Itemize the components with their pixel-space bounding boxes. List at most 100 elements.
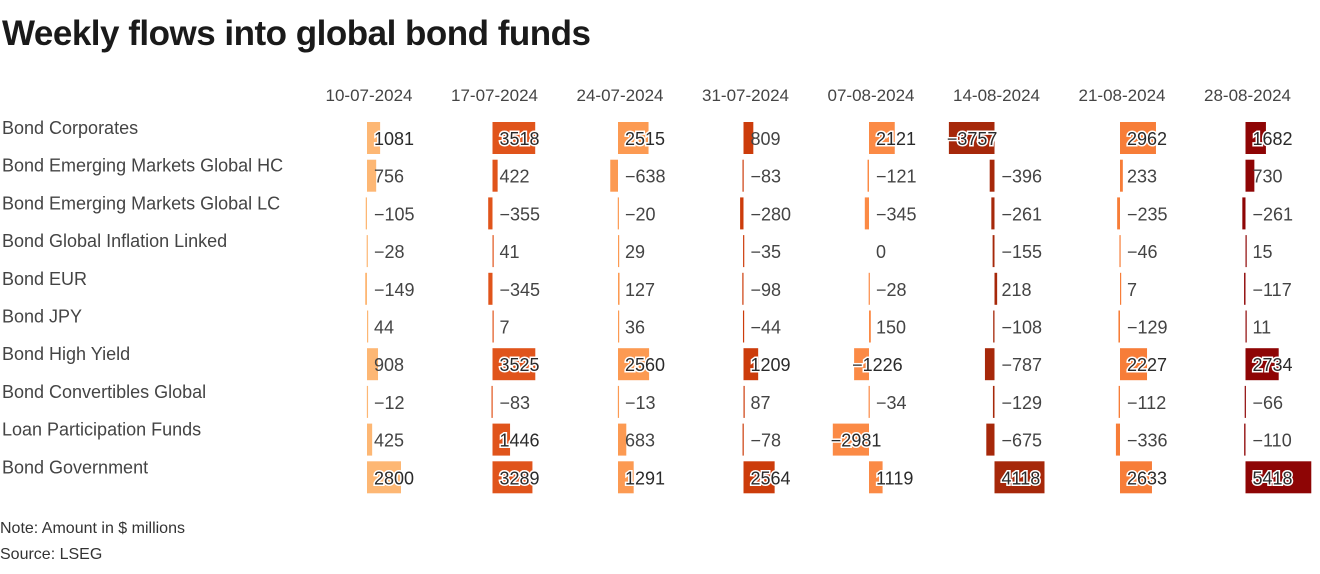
bar bbox=[869, 122, 895, 154]
bar bbox=[1119, 235, 1121, 268]
row-label: Bond Government bbox=[2, 457, 148, 477]
value-label: 2121 bbox=[876, 129, 916, 149]
bar bbox=[1115, 423, 1120, 456]
chart-note: Note: Amount in $ millions bbox=[0, 520, 185, 537]
value-label: −20 bbox=[625, 204, 656, 224]
row-label: Bond Emerging Markets Global LC bbox=[2, 193, 280, 213]
value-label: 7 bbox=[500, 318, 510, 338]
row-label: Bond Convertibles Global bbox=[2, 382, 206, 402]
value-label: 1291 bbox=[625, 468, 665, 488]
bar bbox=[986, 423, 995, 456]
value-label: 2962 bbox=[1127, 129, 1167, 149]
bar bbox=[367, 423, 373, 456]
bar bbox=[740, 197, 744, 230]
bars bbox=[365, 122, 1312, 494]
value-label: 2564 bbox=[751, 468, 791, 488]
bar bbox=[492, 348, 536, 381]
bar bbox=[1245, 235, 1247, 268]
column-header: 17-07-2024 bbox=[451, 86, 538, 105]
column-headers: 10-07-2024 17-07-2024 24-07-2024 31-07-2024… bbox=[326, 86, 1291, 105]
value-label: 2560 bbox=[625, 355, 665, 375]
value-label: −35 bbox=[751, 242, 782, 262]
value-label: 218 bbox=[1002, 280, 1032, 300]
value-label: −121 bbox=[876, 167, 917, 187]
value-label: 36 bbox=[625, 318, 645, 338]
bar bbox=[618, 310, 620, 343]
value-label: 44 bbox=[374, 318, 394, 338]
value-label: 1081 bbox=[374, 129, 414, 149]
bar bbox=[868, 385, 870, 418]
bar bbox=[994, 272, 998, 305]
bar bbox=[367, 461, 401, 494]
bar bbox=[742, 272, 744, 305]
bar bbox=[617, 197, 619, 230]
value-label: −2981 bbox=[831, 431, 882, 451]
value-label: −83 bbox=[751, 167, 782, 187]
bar bbox=[743, 461, 775, 494]
row-label: Bond Emerging Markets Global HC bbox=[2, 156, 283, 176]
bar bbox=[367, 159, 377, 192]
bar bbox=[1118, 310, 1120, 343]
value-label: 2734 bbox=[1253, 355, 1293, 375]
column-header: 07-08-2024 bbox=[828, 86, 915, 105]
value-label: 3518 bbox=[500, 129, 540, 149]
bar bbox=[742, 423, 744, 456]
bar bbox=[492, 122, 536, 154]
value-label: −12 bbox=[374, 393, 405, 413]
value-label: −345 bbox=[500, 280, 541, 300]
bar bbox=[488, 272, 493, 305]
row-label: Bond JPY bbox=[2, 307, 82, 327]
value-label: 5418 bbox=[1253, 468, 1293, 488]
bar bbox=[491, 385, 493, 418]
value-label: 1682 bbox=[1253, 129, 1293, 149]
bar bbox=[743, 235, 745, 268]
bar bbox=[492, 461, 533, 494]
value-label: −149 bbox=[374, 280, 415, 300]
value-label: 150 bbox=[876, 318, 906, 338]
bar bbox=[984, 348, 995, 381]
value-label: 41 bbox=[500, 242, 520, 262]
bar bbox=[492, 235, 494, 268]
value-label: 0 bbox=[876, 242, 886, 262]
value-label: −235 bbox=[1127, 204, 1168, 224]
bar bbox=[868, 272, 870, 305]
value-label: −13 bbox=[625, 393, 656, 413]
value-label: 756 bbox=[374, 167, 404, 187]
bar bbox=[366, 235, 368, 268]
row-labels: Bond Corporates Bond Emerging Markets Glo… bbox=[2, 118, 283, 477]
bar bbox=[743, 385, 745, 418]
value-label: −110 bbox=[1253, 431, 1292, 451]
value-label: 1209 bbox=[751, 355, 791, 375]
row-label: Bond Global Inflation Linked bbox=[2, 231, 227, 251]
value-label: 3289 bbox=[500, 468, 540, 488]
value-label: −336 bbox=[1127, 431, 1168, 451]
value-label: 422 bbox=[500, 167, 530, 187]
bar bbox=[492, 310, 494, 343]
bar bbox=[869, 310, 871, 343]
value-label: 809 bbox=[751, 129, 781, 149]
bar bbox=[743, 348, 759, 381]
bar bbox=[743, 122, 754, 154]
column-header: 24-07-2024 bbox=[577, 86, 664, 105]
bar bbox=[742, 159, 744, 192]
value-label: −787 bbox=[1002, 355, 1043, 375]
value-label: 233 bbox=[1127, 167, 1157, 187]
value-label: −44 bbox=[751, 318, 782, 338]
bar bbox=[993, 310, 995, 343]
value-label: −66 bbox=[1253, 393, 1284, 413]
chart-title: Weekly flows into global bond funds bbox=[2, 14, 591, 53]
value-label: 2515 bbox=[625, 129, 665, 149]
bar bbox=[367, 122, 381, 154]
value-label: −83 bbox=[500, 393, 531, 413]
value-label: 87 bbox=[751, 393, 771, 413]
value-labels: 1081 3518 2515 809 2121 −3757 2962 1682 756 422 −6… bbox=[373, 128, 1295, 490]
value-label: 1119 bbox=[876, 468, 913, 488]
value-label: −396 bbox=[1002, 167, 1043, 187]
bar bbox=[832, 423, 869, 456]
row-label: Bond Corporates bbox=[2, 118, 138, 138]
bar bbox=[1245, 461, 1312, 494]
bar bbox=[1120, 122, 1156, 154]
bar bbox=[1245, 122, 1266, 154]
value-label: −117 bbox=[1253, 280, 1292, 300]
